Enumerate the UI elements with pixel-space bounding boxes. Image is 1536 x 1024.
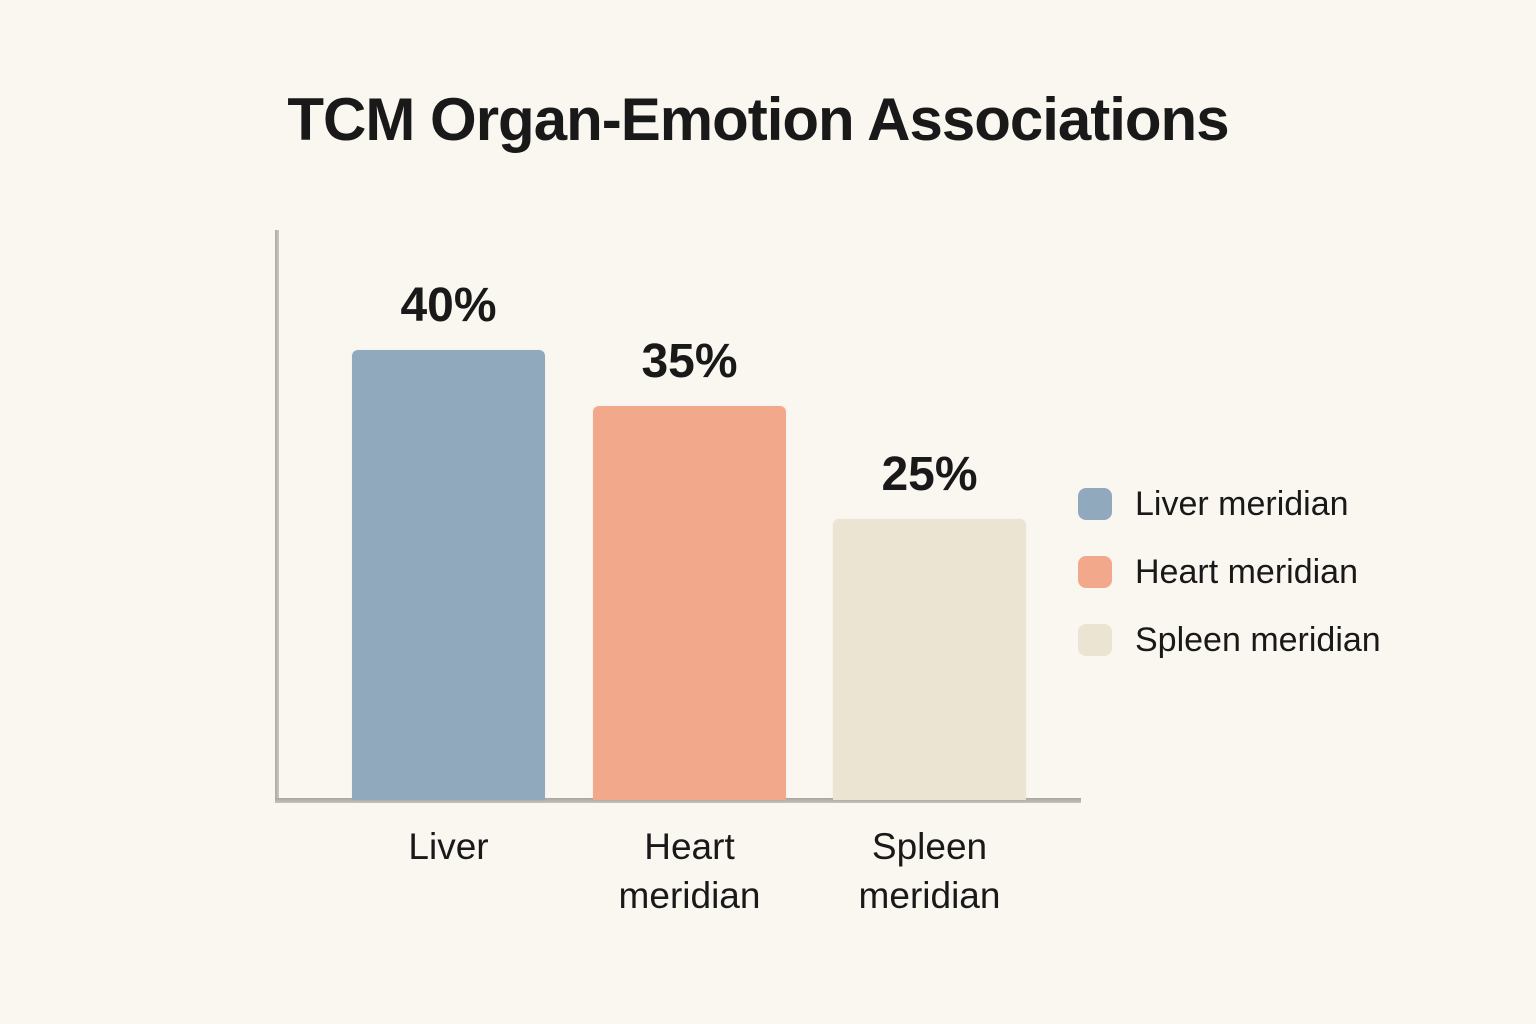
legend-label-heart-meridian: Heart meridian (1135, 553, 1358, 591)
legend-swatch-liver-meridian (1078, 488, 1112, 520)
x-axis-line (275, 798, 1081, 803)
x-axis-label-liver: Liver (408, 826, 489, 867)
legend-item-spleen-meridian: Spleen meridian (1078, 620, 1381, 660)
legend-item-heart-meridian: Heart meridian (1078, 552, 1381, 592)
y-axis-line (275, 230, 279, 802)
legend-label-liver-meridian: Liver meridian (1135, 485, 1349, 523)
x-axis-label-heart-meridian: Heart meridian (618, 826, 761, 916)
bar-value-label-liver: 40% (400, 279, 497, 332)
legend-label-spleen-meridian: Spleen meridian (1135, 621, 1381, 659)
bar-heart-meridian (593, 406, 786, 800)
bar-value-label-heart-meridian: 35% (641, 335, 738, 388)
bar-value-label-spleen-meridian: 25% (881, 448, 978, 501)
legend-item-liver-meridian: Liver meridian (1078, 484, 1381, 524)
chart-legend: Liver meridian Heart meridian Spleen merid… (1078, 484, 1381, 660)
x-axis-label-spleen-meridian: Spleen meridian (858, 826, 1001, 916)
bar-liver (352, 350, 545, 800)
chart-title: TCM Organ-Emotion Associations (287, 86, 1229, 153)
bar-spleen-meridian (833, 519, 1026, 800)
legend-swatch-spleen-meridian (1078, 624, 1112, 656)
legend-swatch-heart-meridian (1078, 556, 1112, 588)
